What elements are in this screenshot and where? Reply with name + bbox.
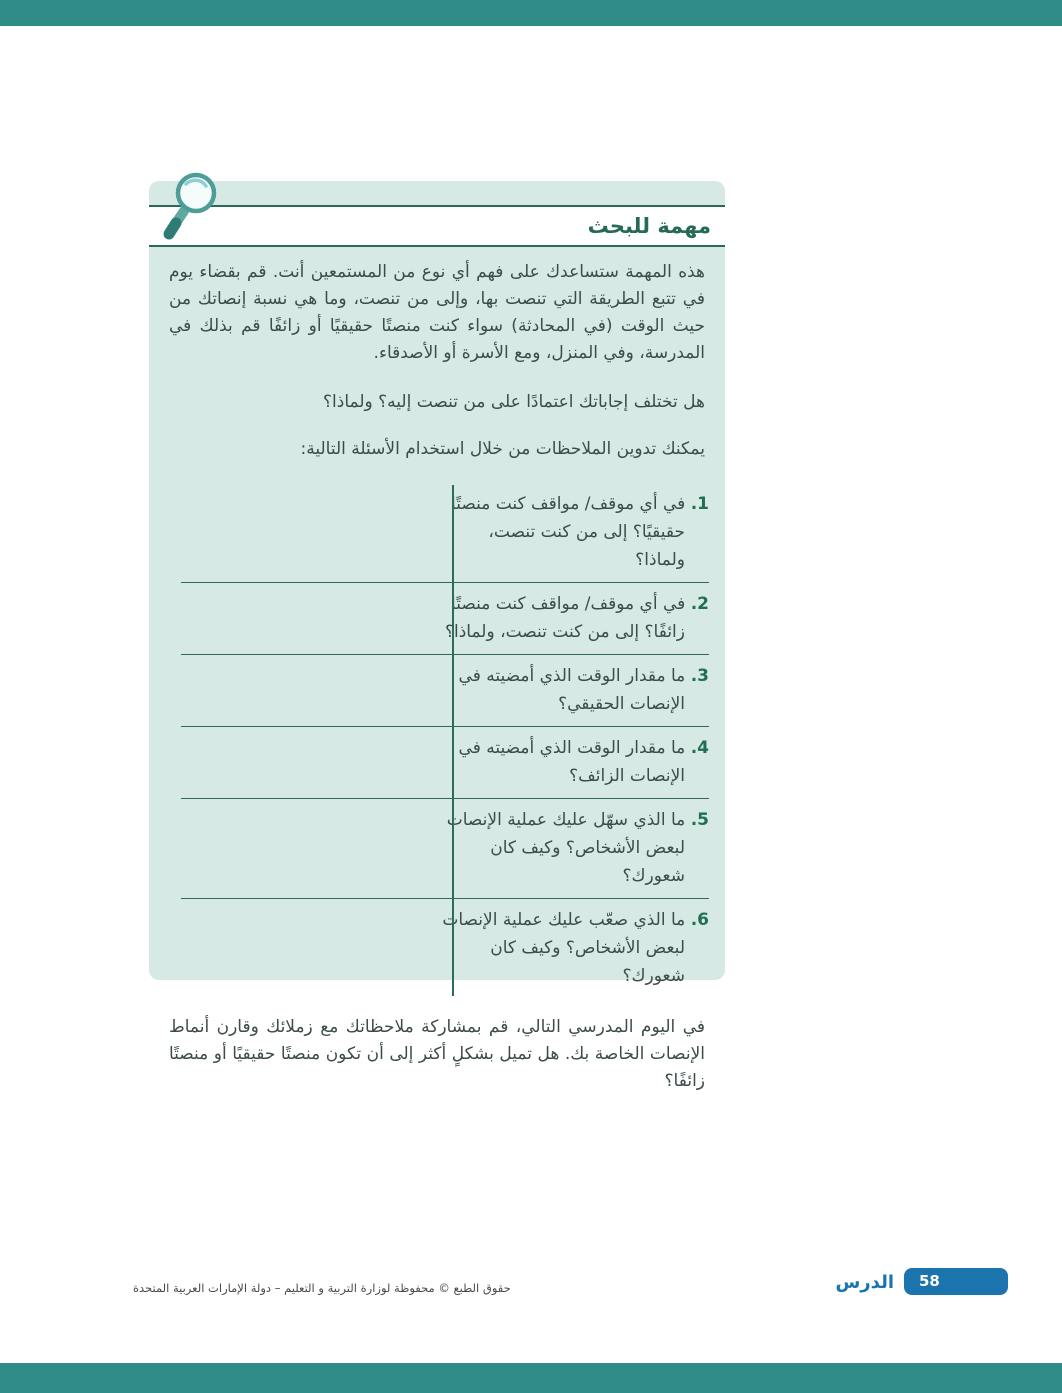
bottom-border-bar: [0, 1363, 1062, 1393]
research-task-panel: مهمة للبحث هذه المهمة ستساعدك على فهم أي…: [149, 172, 725, 1091]
item-number: 6.: [690, 910, 709, 930]
panel-title-band: مهمة للبحث: [149, 205, 725, 247]
list-item: 1. في أي موقف/ مواقف كنت منصتًا حقيقيًا؟…: [181, 483, 709, 583]
list-item: 5. ما الذي سهّل عليك عملية الإنصات لبعض …: [181, 799, 709, 899]
item-text: ما مقدار الوقت الذي أمضيته في الإنصات ال…: [458, 666, 686, 714]
copyright-text: حقوق الطبع © محفوظة لوزارة التربية و الت…: [133, 1281, 511, 1295]
item-number: 1.: [690, 494, 709, 514]
item-text: في أي موقف/ مواقف كنت منصتًا حقيقيًا؟ إل…: [451, 494, 686, 570]
panel-title: مهمة للبحث: [587, 214, 711, 238]
item-number: 4.: [690, 738, 709, 758]
item-text: ما مقدار الوقت الذي أمضيته في الإنصات ال…: [458, 738, 686, 786]
lesson-label: الدرس: [835, 1272, 894, 1293]
question-prompt: هل تختلف إجاباتك اعتمادًا على من تنصت إل…: [323, 392, 705, 412]
item-number: 5.: [690, 810, 709, 830]
notes-prompt: يمكنك تدوين الملاحظات من خلال استخدام ال…: [300, 439, 705, 459]
item-text: في أي موقف/ مواقف كنت منصتًا زائفًا؟ إلى…: [444, 594, 686, 642]
top-border-bar: [0, 0, 1062, 26]
item-text: ما الذي صعّب عليك عملية الإنصات لبعض الأ…: [442, 910, 686, 986]
question-list: 1. في أي موقف/ مواقف كنت منصتًا حقيقيًا؟…: [181, 483, 709, 998]
page-number-badge: 58: [904, 1268, 1008, 1295]
list-item: 6. ما الذي صعّب عليك عملية الإنصات لبعض …: [181, 899, 709, 998]
item-number: 3.: [690, 666, 709, 686]
item-number: 2.: [690, 594, 709, 614]
list-item: 4. ما مقدار الوقت الذي أمضيته في الإنصات…: [181, 727, 709, 799]
list-item: 2. في أي موقف/ مواقف كنت منصتًا زائفًا؟ …: [181, 583, 709, 655]
vertical-divider: [452, 485, 454, 996]
closing-paragraph: في اليوم المدرسي التالي، قم بمشاركة ملاح…: [169, 1017, 705, 1091]
item-text: ما الذي سهّل عليك عملية الإنصات لبعض الأ…: [446, 810, 686, 886]
panel-body: هذه المهمة ستساعدك على فهم أي نوع من الم…: [149, 255, 725, 1091]
intro-paragraph: هذه المهمة ستساعدك على فهم أي نوع من الم…: [169, 262, 705, 363]
list-item: 3. ما مقدار الوقت الذي أمضيته في الإنصات…: [181, 655, 709, 727]
magnifier-icon: [161, 167, 225, 245]
